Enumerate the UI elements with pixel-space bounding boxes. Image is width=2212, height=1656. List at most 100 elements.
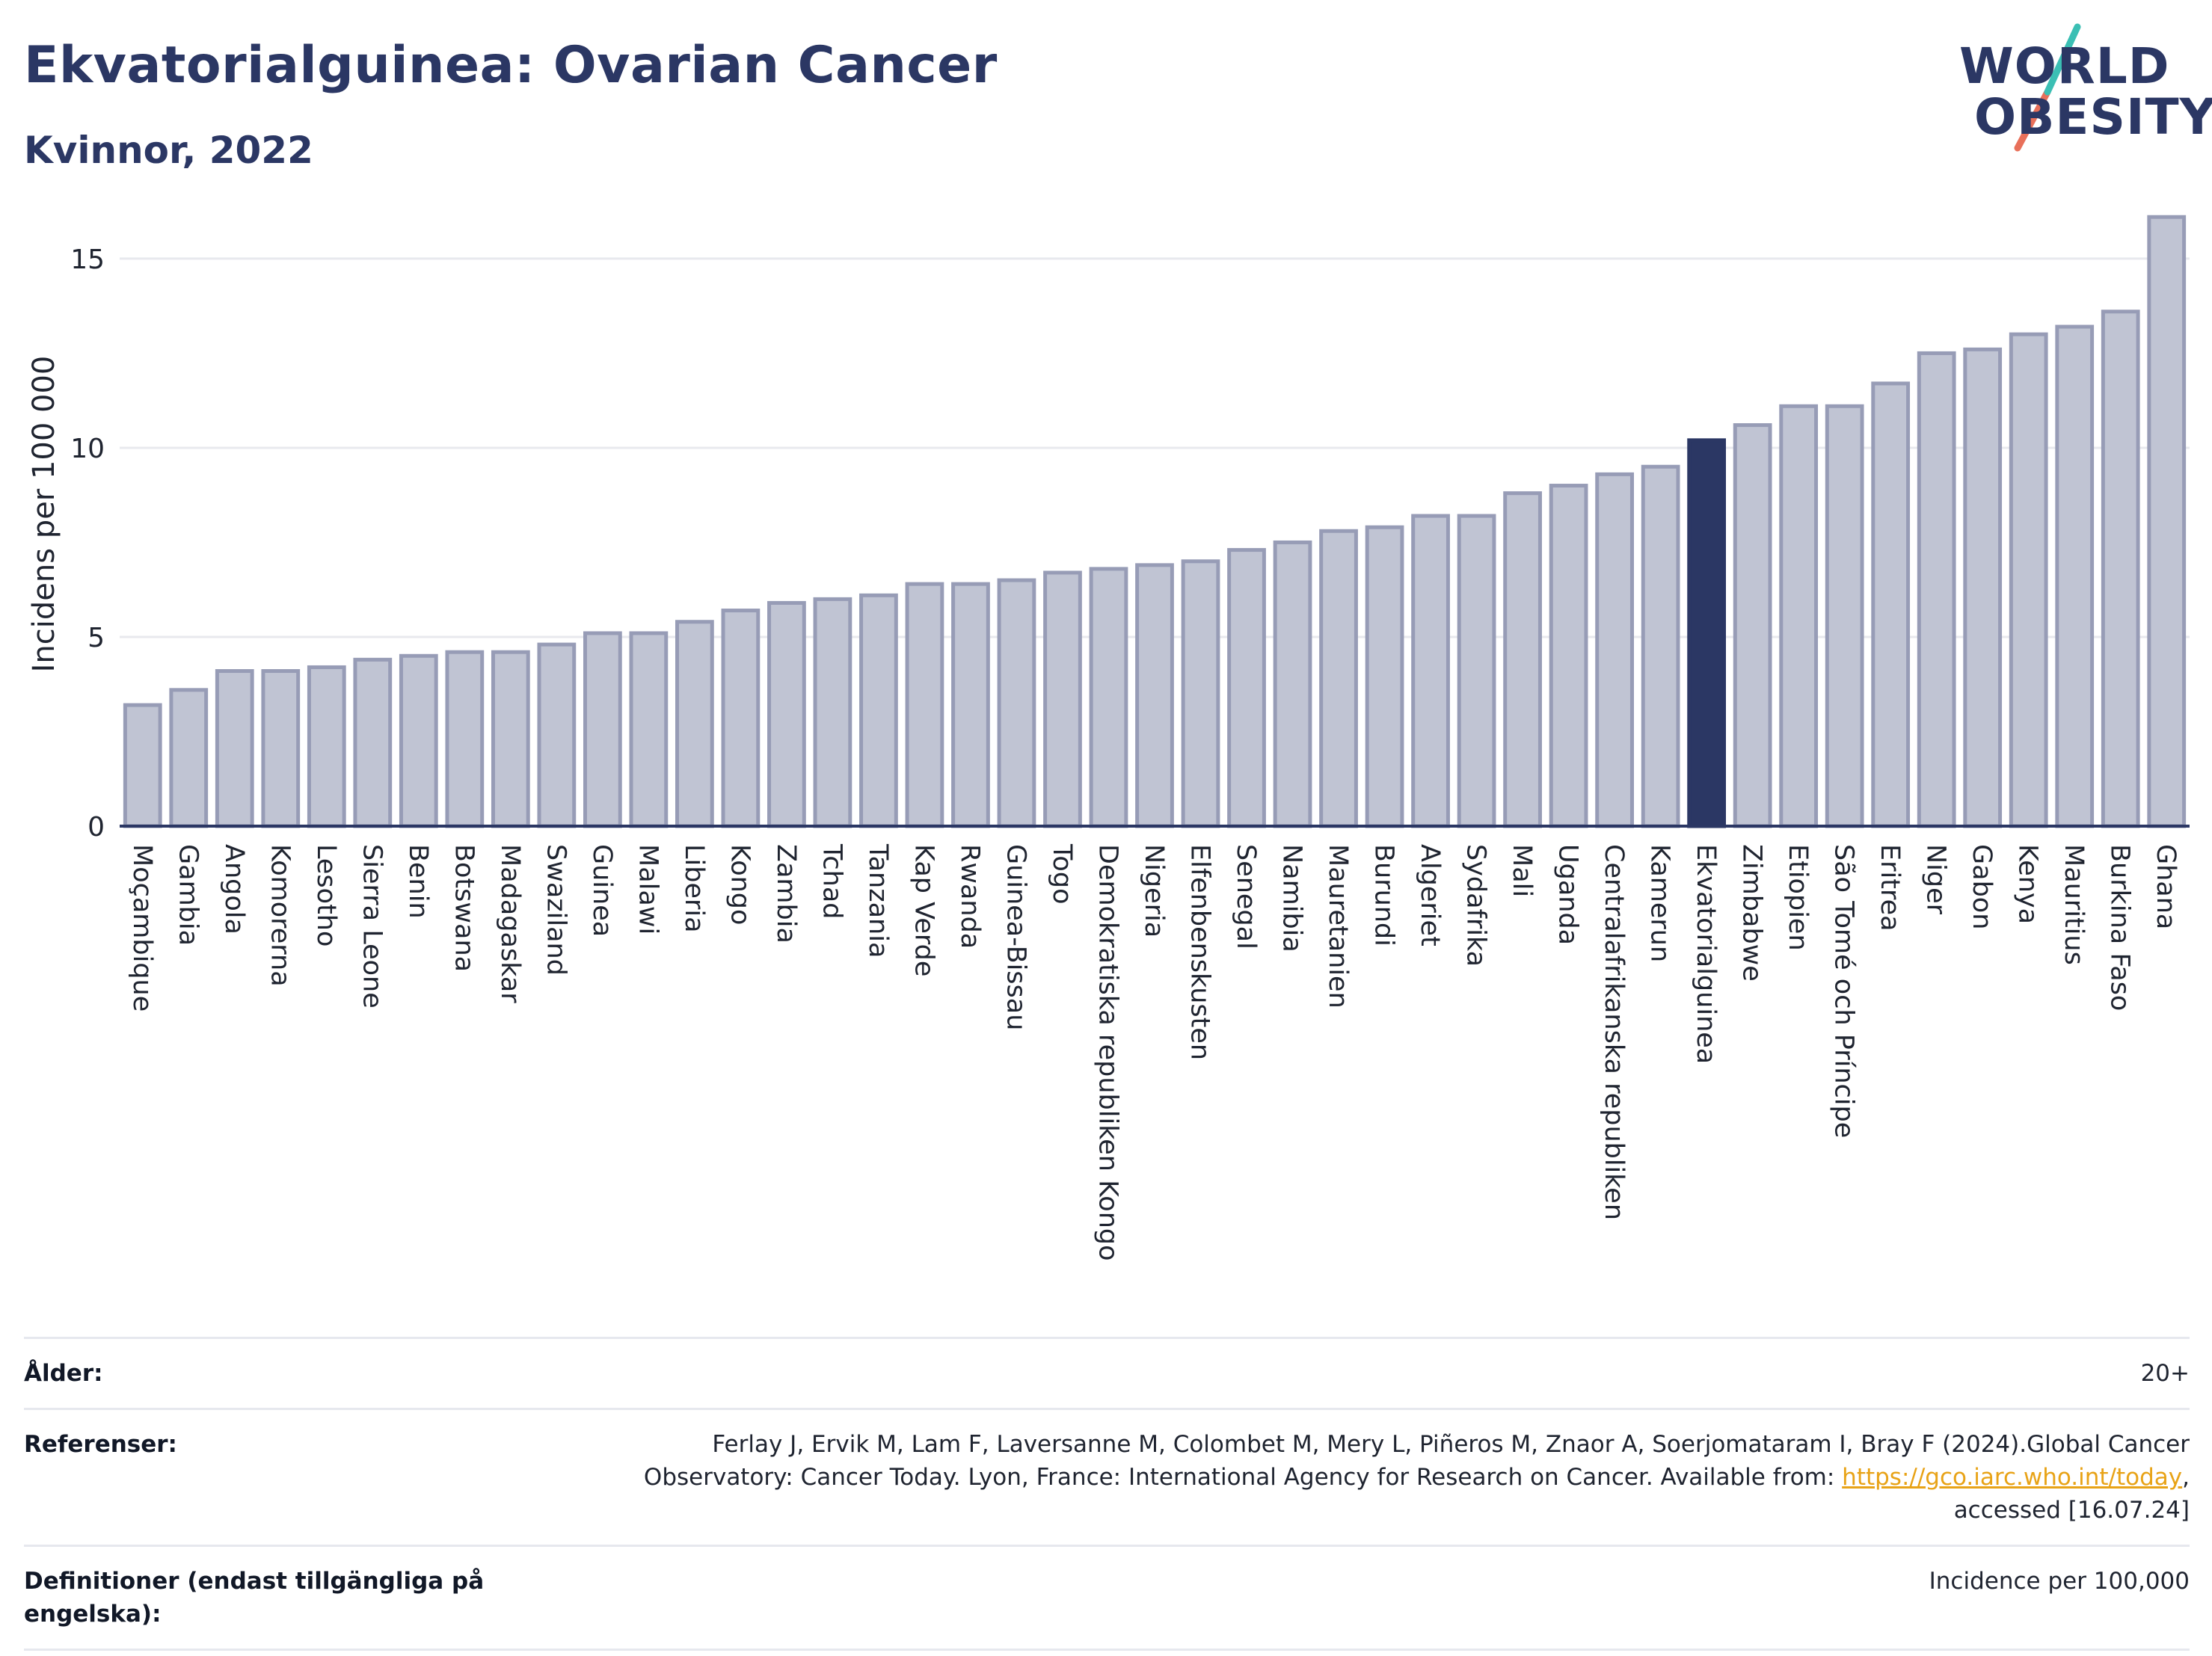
x-tick-label: Algeriet (1415, 844, 1445, 946)
footer-row-definitions: Definitioner (endast tillgängliga på eng… (24, 1545, 2190, 1651)
x-tick-label: Guinea (587, 844, 617, 937)
bar (1457, 514, 1496, 828)
x-tick-label: Kap Verde (909, 844, 938, 976)
bar (1365, 525, 1404, 828)
y-tick-label: 5 (87, 623, 105, 653)
x-tick-label: Kongo (725, 844, 755, 925)
chart-subtitle: Kvinnor, 2022 (24, 129, 313, 172)
chart-title: Ekvatorialguinea: Ovarian Cancer (24, 36, 998, 95)
bar (1779, 404, 1819, 828)
x-tick-label: Sydafrika (1461, 844, 1491, 967)
footer-label-definitions: Definitioner (endast tillgängliga på eng… (24, 1568, 485, 1628)
bar (2101, 310, 2140, 828)
bar (767, 600, 806, 828)
bar (1411, 514, 1450, 828)
x-tick-label: Etiopien (1783, 844, 1813, 951)
x-tick-label: Kamerun (1645, 844, 1675, 962)
bar (1825, 404, 1864, 828)
x-tick-label: Madagaskar (495, 844, 525, 1003)
bar (1089, 567, 1128, 828)
bar (721, 609, 761, 828)
bar (2055, 324, 2095, 828)
bar (1733, 423, 1772, 828)
x-tick-label: Liberia (679, 844, 709, 933)
x-tick-label: Gambia (173, 844, 203, 946)
y-tick-label: 0 (87, 812, 105, 843)
bar (307, 665, 346, 828)
x-tick-label: Ghana (2151, 844, 2181, 929)
reference-link[interactable]: https://gco.iarc.who.int/today (1842, 1464, 2183, 1491)
x-tick-label: Uganda (1553, 844, 1583, 945)
bar (2009, 332, 2048, 828)
footer-value-age: 20+ (2140, 1360, 2190, 1387)
y-axis-label: Incidens per 100 000 (27, 356, 61, 673)
bar (1135, 563, 1174, 828)
footer-label-age: Ålder: (24, 1360, 103, 1387)
x-tick-label: Rwanda (955, 844, 985, 949)
x-tick-label: Eritrea (1875, 844, 1905, 932)
bar (261, 669, 301, 828)
footer-row-references: Referenser: Ferlay J, Ervik M, Lam F, La… (24, 1408, 2190, 1545)
x-tick-label: Niger (1921, 844, 1951, 915)
bar (997, 578, 1036, 828)
x-tick-label: Nigeria (1139, 844, 1169, 938)
x-tick-label: Malawi (633, 844, 663, 935)
logo-slash-coral (2014, 88, 2051, 152)
x-tick-label: Angola (219, 844, 249, 935)
x-tick-label: Senegal (1231, 844, 1261, 949)
bar (445, 650, 485, 828)
bar (169, 688, 209, 828)
x-tick-label: Kenya (2013, 844, 2043, 924)
bar (491, 650, 530, 828)
bar (951, 582, 990, 828)
bar (813, 597, 852, 828)
x-tick-label: Swaziland (541, 844, 571, 976)
bar (1641, 464, 1680, 828)
x-tick-label: Botswana (449, 844, 479, 972)
bar (1227, 548, 1266, 828)
bar (399, 653, 438, 828)
x-tick-label: Zambia (771, 844, 801, 944)
x-tick-label: Burundi (1369, 844, 1399, 946)
x-tick-label: São Tomé och Príncipe (1829, 844, 1859, 1138)
x-tick-label: Ekvatorialguinea (1691, 844, 1721, 1064)
bar (123, 703, 162, 828)
x-tick-label: Burkina Faso (2105, 844, 2135, 1011)
x-tick-label: Lesotho (311, 844, 341, 946)
bar (1503, 491, 1542, 828)
x-tick-label: Elfenbenskusten (1185, 844, 1215, 1060)
x-tick-label: Togo (1047, 843, 1077, 904)
logo-slash-teal (2044, 23, 2081, 96)
x-tick-label: Komorerna (265, 844, 295, 987)
x-tick-label: Zimbabwe (1737, 844, 1767, 982)
logo-slash-icon (2014, 23, 2081, 152)
bar (629, 631, 669, 828)
bar (1549, 484, 1588, 828)
bar (1319, 529, 1358, 828)
footer-value-definitions: Incidence per 100,000 (1929, 1568, 2190, 1595)
bar (537, 642, 577, 828)
y-tick-label: 10 (70, 434, 105, 464)
bar (2147, 215, 2187, 828)
bar (353, 657, 393, 828)
x-tick-label: Mali (1507, 844, 1537, 897)
reference-text: Ferlay J, Ervik M, Lam F, Laversanne M, … (643, 1431, 2190, 1491)
bar (1871, 381, 1911, 828)
bar (675, 620, 714, 828)
x-tick-label: Benin (403, 844, 433, 919)
x-tick-label: Moçambique (127, 844, 157, 1012)
x-tick-label: Tchad (817, 843, 847, 920)
x-tick-label: Gabon (1967, 844, 1997, 929)
footer-row-age: Ålder: 20+ (24, 1337, 2190, 1408)
bar (215, 669, 254, 828)
bar (1273, 540, 1312, 828)
bar (1963, 347, 2003, 828)
footer-value-references: Ferlay J, Ervik M, Lam F, Laversanne M, … (559, 1428, 2190, 1527)
logo-text-obesity: OBESITY (1974, 88, 2212, 146)
x-tick-label: Sierra Leone (357, 844, 387, 1009)
reference-accessed: , accessed [16.07.24] (1953, 1464, 2190, 1524)
bar (1595, 472, 1634, 828)
logo-text-world: WORLD (1959, 37, 2170, 95)
bar (1043, 570, 1082, 828)
bar-chart: 0 5 10 15 Incidens per 100 000 Moçambique Gamb… (27, 215, 2190, 1261)
